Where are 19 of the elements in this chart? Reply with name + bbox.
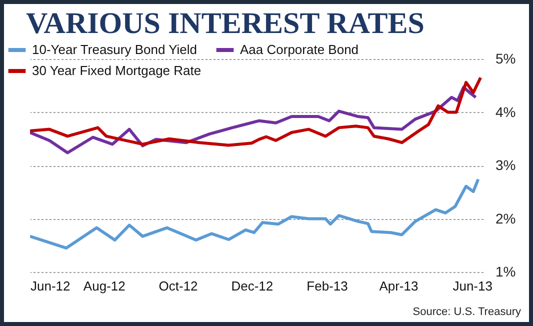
x-tick-label: Feb-13 — [306, 278, 348, 294]
y-tick-label: 5% — [496, 50, 516, 66]
x-tick-label: Oct-12 — [158, 278, 198, 294]
x-tick-label: Jun-13 — [452, 278, 492, 294]
x-tick-label: Apr-13 — [379, 278, 418, 294]
y-tick-label: 1% — [496, 264, 516, 280]
y-tick-label: 4% — [496, 104, 516, 120]
y-tick-label: 3% — [496, 157, 516, 173]
line-series — [30, 76, 482, 147]
chart-title: VARIOUS INTEREST RATES — [26, 7, 424, 40]
legend-label: Aaa Corporate Bond — [240, 42, 359, 57]
x-tick-label: Dec-12 — [231, 278, 274, 294]
legend-label: 10-Year Treasury Bond Yield — [32, 42, 198, 57]
legend-label: 30 Year Fixed Mortgage Rate — [32, 63, 202, 78]
y-tick-label: 2% — [496, 210, 516, 226]
line-series — [30, 178, 480, 250]
x-tick-label: Aug-12 — [83, 278, 126, 294]
x-tick-label: Jun-12 — [30, 278, 70, 294]
source-note: Source: U.S. Treasury — [412, 306, 521, 318]
